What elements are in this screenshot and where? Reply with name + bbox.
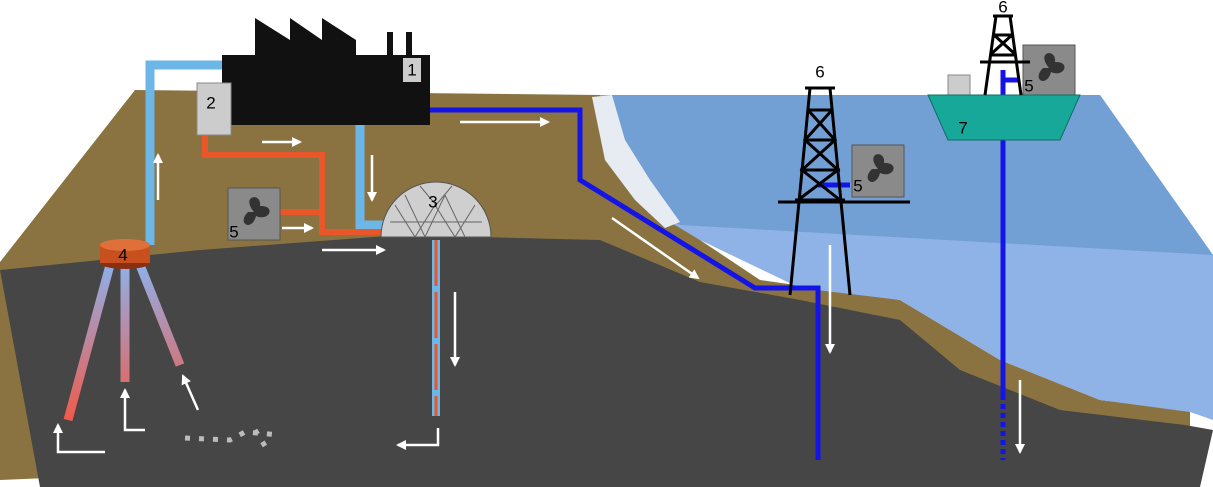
flow-arrow bbox=[181, 374, 200, 411]
shoreline-foam bbox=[592, 95, 680, 228]
chimney bbox=[387, 32, 393, 56]
wellhead-top bbox=[100, 239, 150, 251]
chimney bbox=[406, 32, 412, 56]
co2-dots bbox=[184, 428, 281, 448]
heat-pipe bbox=[202, 135, 385, 235]
node-label: 5 bbox=[1024, 76, 1033, 95]
node-label: 5 bbox=[229, 222, 238, 241]
co2-pipe bbox=[355, 125, 385, 230]
compressor-rig bbox=[851, 144, 905, 198]
compressor-land bbox=[227, 187, 281, 241]
node-label: 1 bbox=[407, 60, 416, 79]
node-label: 4 bbox=[118, 245, 127, 264]
co2-pipe bbox=[145, 60, 222, 245]
node-label: 5 bbox=[853, 176, 862, 195]
label-box bbox=[403, 58, 421, 82]
rock-layer bbox=[0, 235, 1213, 487]
node-label: 3 bbox=[428, 192, 437, 211]
flow-arrow bbox=[120, 388, 145, 432]
floating-platform bbox=[927, 74, 1081, 141]
offshore-rig bbox=[778, 86, 910, 296]
dome-lattice bbox=[390, 185, 482, 239]
node-label: 2 bbox=[206, 93, 215, 112]
node-label: 6 bbox=[815, 62, 824, 81]
node-label: 7 bbox=[958, 118, 967, 137]
compressor-platform bbox=[1022, 44, 1076, 96]
separator bbox=[196, 82, 232, 136]
flow-arrow bbox=[53, 423, 105, 454]
flow-arrow bbox=[611, 216, 700, 280]
platform-rig bbox=[980, 14, 1030, 96]
node-label: 6 bbox=[998, 0, 1007, 16]
factory bbox=[222, 18, 430, 125]
well-leg bbox=[63, 263, 185, 422]
flow-arrow bbox=[396, 428, 440, 450]
